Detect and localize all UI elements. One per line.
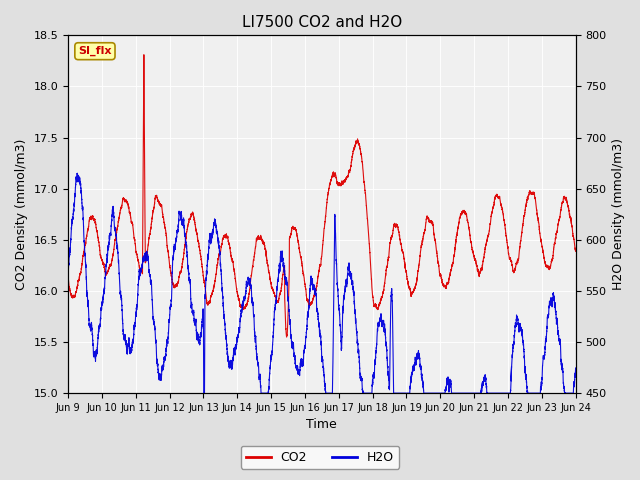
Text: SI_flx: SI_flx (78, 46, 111, 56)
Y-axis label: H2O Density (mmol/m3): H2O Density (mmol/m3) (612, 138, 625, 290)
Y-axis label: CO2 Density (mmol/m3): CO2 Density (mmol/m3) (15, 139, 28, 290)
X-axis label: Time: Time (307, 419, 337, 432)
Legend: CO2, H2O: CO2, H2O (241, 446, 399, 469)
Title: LI7500 CO2 and H2O: LI7500 CO2 and H2O (242, 15, 402, 30)
